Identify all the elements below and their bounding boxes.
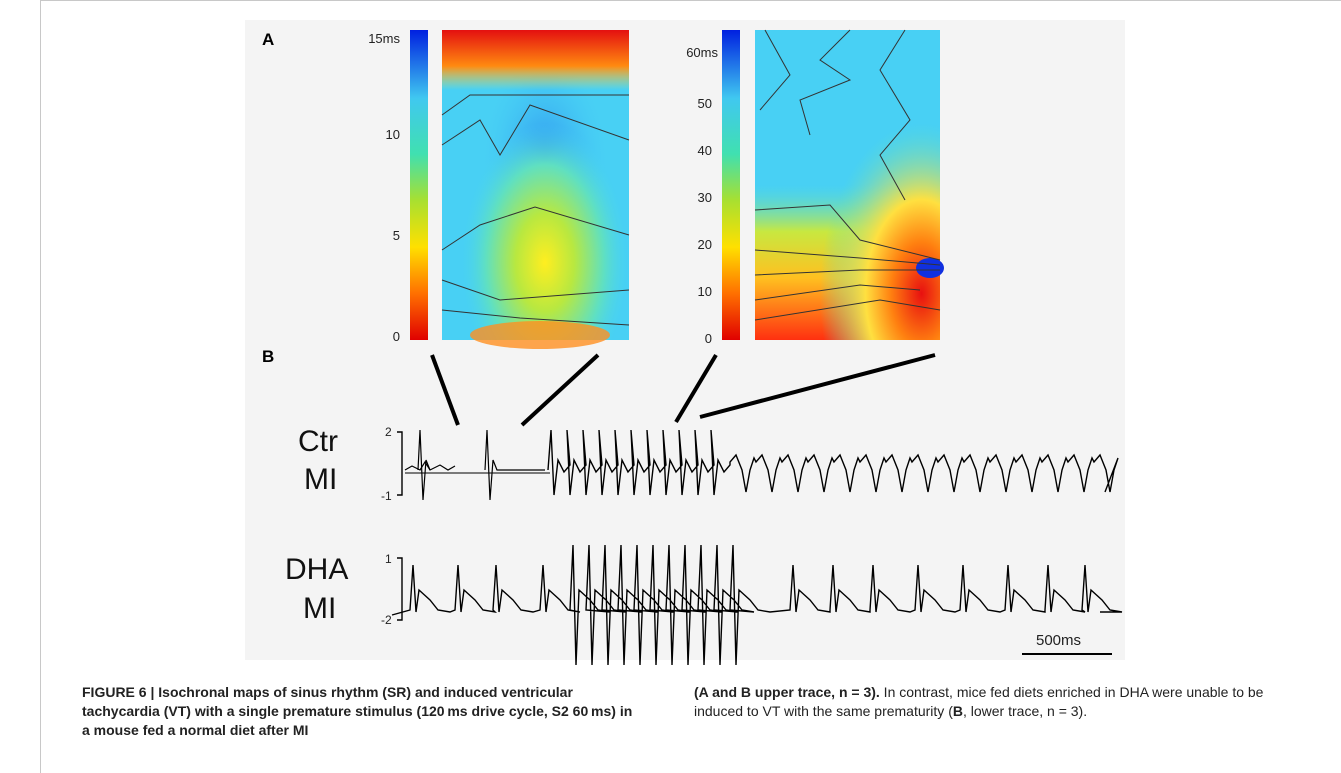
map2-tick-50: 50 xyxy=(697,96,712,111)
caption-right-end: , lower trace, n = 3). xyxy=(962,703,1088,719)
caption-title: Isochronal maps of sinus rhythm (SR) and… xyxy=(82,684,633,738)
figure-frame xyxy=(40,0,1341,773)
map1-tick-10: 10 xyxy=(385,127,400,142)
map2-colorbar xyxy=(722,30,740,340)
ctr-mi-label: MI xyxy=(304,463,338,496)
caption-left: FIGURE 6 | Isochronal maps of sinus rhyt… xyxy=(82,683,642,740)
caption-figure-label: FIGURE 6 | xyxy=(82,684,159,700)
map1-tick-5: 5 xyxy=(392,228,400,243)
caption-right-text: In contrast, mice fed diets enriched in … xyxy=(694,684,1264,719)
map1-field xyxy=(441,30,630,349)
map2-tick-30: 30 xyxy=(697,190,712,205)
map2-tick-top: 60ms xyxy=(686,45,718,60)
dha-mi-label: MI xyxy=(303,592,337,625)
ctr-scale-top: 2 xyxy=(385,425,392,439)
map1-tick-top: 15ms xyxy=(368,31,400,46)
ctr-label: Ctr xyxy=(298,425,338,458)
map2-field xyxy=(754,29,944,340)
map2-tick-0: 0 xyxy=(704,331,712,346)
map2-tick-40: 40 xyxy=(697,143,712,158)
dha-mi-ecg-trace xyxy=(391,544,1123,666)
caption-right: (A and B upper trace, n = 3). In contras… xyxy=(694,683,1294,721)
dha-label: DHA xyxy=(285,553,349,586)
caption-right-bold: (A and B upper trace, n = 3). xyxy=(694,684,880,700)
dha-scale-bottom: -2 xyxy=(381,613,392,627)
panel-a-letter: A xyxy=(262,30,275,49)
panel-b-letter: B xyxy=(262,347,275,366)
dha-scale-top: 1 xyxy=(385,552,392,566)
scalebar-label: 500ms xyxy=(1036,632,1082,649)
ctr-scale-bottom: -1 xyxy=(381,489,392,503)
caption-right-b: B xyxy=(952,703,963,719)
map2-tick-10: 10 xyxy=(697,284,712,299)
map2-tick-20: 20 xyxy=(697,237,712,252)
trace-scale-brackets xyxy=(397,431,403,621)
map1-colorbar xyxy=(410,30,428,340)
connector-lines xyxy=(430,353,936,427)
ctr-mi-ecg-trace xyxy=(404,429,1119,501)
map1-tick-0: 0 xyxy=(392,329,400,344)
